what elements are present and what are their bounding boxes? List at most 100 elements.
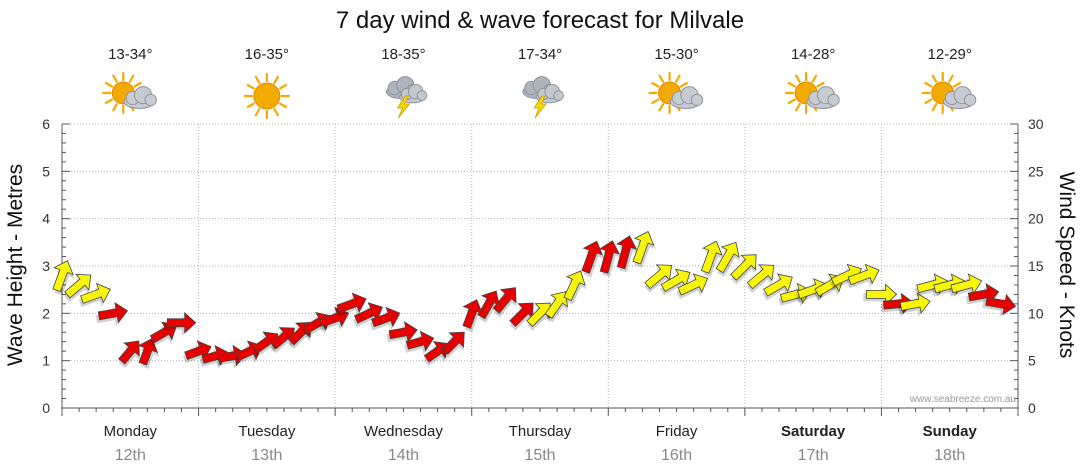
- wind-arrow: [526, 302, 551, 331]
- temperature-range: 14-28°: [791, 46, 835, 63]
- sun-ray: [952, 81, 962, 88]
- wind-arrow-body: [52, 260, 74, 293]
- day-date: 12th: [115, 447, 146, 464]
- sunny-icon: [243, 72, 290, 120]
- temperature-range: 15-30°: [654, 46, 698, 63]
- sun-ray: [795, 103, 801, 112]
- cloud-shape: [535, 83, 564, 104]
- wind-arrow: [846, 263, 880, 289]
- day-name: Tuesday: [238, 423, 295, 440]
- sun-ray: [811, 74, 818, 83]
- wind-arrow: [95, 302, 129, 327]
- wind-arrow: [700, 240, 724, 278]
- sun-ray: [133, 81, 142, 88]
- day-name: Saturday: [781, 423, 846, 440]
- wind-arrow: [164, 311, 197, 336]
- sun-ray: [273, 107, 279, 117]
- wind-arrow-body: [441, 331, 465, 355]
- day-forecast: 16-35°: [243, 46, 290, 120]
- cloud-shape: [806, 86, 840, 109]
- day-name: Sunday: [923, 423, 978, 440]
- sun-ray: [931, 103, 938, 112]
- wind-arrow: [149, 321, 177, 347]
- wind-arrow-body: [370, 306, 401, 328]
- wind-arrow-body: [632, 230, 655, 265]
- sun-ray: [112, 74, 118, 83]
- wind-arrow: [64, 274, 92, 303]
- sun-ray: [795, 74, 801, 83]
- day-labels: Monday 12th Tuesday 13th Wednesday 14th Thursd…: [104, 423, 978, 464]
- sun-ray: [104, 98, 114, 105]
- right-tick-label: 0: [1028, 400, 1036, 416]
- wind-arrow-body: [581, 240, 604, 274]
- wind-arrow-body: [899, 292, 931, 315]
- storm-icon: [522, 76, 564, 119]
- left-tick-label: 6: [42, 116, 50, 132]
- left-axis-title: Wave Height - Metres: [4, 164, 27, 366]
- wind-arrow-body: [405, 330, 435, 352]
- sun-ray: [948, 74, 954, 83]
- day-forecast: 13-34°: [102, 46, 157, 115]
- day-forecast: 14-28°: [785, 46, 840, 115]
- wind-arrow: [563, 270, 587, 305]
- day-name: Monday: [104, 423, 158, 440]
- sun-ray: [104, 81, 114, 88]
- partly-cloudy-icon: [648, 71, 704, 115]
- lightning-bolt: [396, 95, 411, 119]
- right-tick-label: 20: [1028, 211, 1044, 227]
- wind-arrow-body: [700, 240, 723, 274]
- wind-arrow: [581, 240, 605, 278]
- left-tick-label: 1: [42, 353, 50, 369]
- sun-ray: [658, 74, 665, 83]
- day-date: 14th: [388, 447, 419, 464]
- wind-arrow-body: [252, 331, 279, 354]
- wind-arrow-body: [526, 302, 551, 327]
- storm-icon: [385, 76, 428, 119]
- wind-arrow: [676, 273, 709, 300]
- wind-arrow-body: [563, 270, 586, 302]
- right-tick-label: 10: [1028, 305, 1044, 321]
- wind-arrow: [369, 306, 401, 331]
- wind-arrow-body: [492, 287, 517, 314]
- wind-arrow: [982, 293, 1017, 317]
- sun-ray: [931, 74, 938, 83]
- left-tick-label: 3: [42, 258, 50, 274]
- wind-arrow: [52, 260, 75, 296]
- partly-cloudy-icon: [785, 71, 840, 115]
- partly-cloudy-icon: [102, 71, 157, 115]
- wind-arrow-body: [715, 241, 740, 274]
- sun-ray: [278, 102, 288, 109]
- sun-ray: [924, 98, 933, 105]
- sun-ray: [924, 81, 933, 88]
- wind-arrow-body: [746, 264, 775, 290]
- lightning-bolt: [533, 95, 547, 119]
- cloud-shape: [943, 86, 977, 109]
- wind-arrow-body: [97, 302, 129, 324]
- wind-arrow: [544, 291, 569, 323]
- wind-arrow-body: [763, 273, 793, 297]
- day-label-group: Thursday 15th: [509, 423, 572, 464]
- wind-arrow: [616, 235, 639, 273]
- wind-arrows: [52, 230, 1017, 369]
- right-tick-label: 25: [1028, 163, 1044, 179]
- sun-ray: [787, 81, 796, 88]
- partly-cloudy-icon: [921, 71, 977, 115]
- wind-arrow-body: [149, 321, 177, 344]
- day-date: 13th: [251, 447, 282, 464]
- sun-disc: [253, 82, 281, 110]
- sun-ray: [278, 83, 288, 90]
- sun-ray: [112, 103, 118, 112]
- wind-arrow: [404, 330, 435, 355]
- wind-arrow: [462, 299, 485, 333]
- wind-arrow: [78, 282, 111, 308]
- wind-arrow: [118, 340, 140, 369]
- wind-arrow: [746, 264, 775, 293]
- sun-ray: [651, 98, 660, 105]
- day-label-group: Sunday 18th: [923, 423, 978, 464]
- day-label-group: Wednesday 14th: [364, 423, 443, 464]
- sun-ray: [816, 81, 825, 88]
- wind-arrow: [137, 338, 160, 369]
- wind-arrow-body: [423, 341, 449, 363]
- cloud-shape: [669, 86, 704, 109]
- wind-arrow: [386, 321, 418, 346]
